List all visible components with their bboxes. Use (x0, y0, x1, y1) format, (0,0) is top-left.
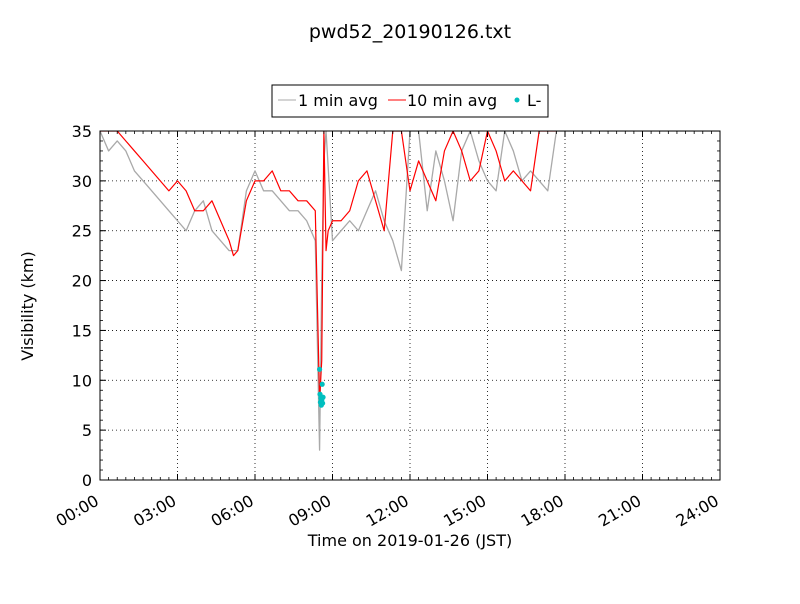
legend-marker-l (514, 97, 520, 103)
series-10min-line (100, 131, 557, 401)
series-l-point (320, 400, 326, 406)
y-tick-label: 15 (72, 321, 92, 340)
plot-area (100, 131, 720, 451)
legend-label-10min: 10 min avg (407, 91, 497, 110)
y-tick-label: 0 (82, 471, 92, 490)
chart-title: pwd52_20190126.txt (309, 21, 511, 43)
y-tick-label: 5 (82, 421, 92, 440)
legend-label-1min: 1 min avg (298, 91, 378, 110)
y-axis-title: Visibility (km) (18, 251, 37, 360)
y-tick-label: 25 (72, 222, 92, 241)
series-l-point (320, 394, 326, 400)
grid (100, 131, 720, 480)
series-l-point (319, 381, 325, 387)
y-tick-labels: 0 5 10 15 20 25 30 35 (72, 122, 92, 490)
series-l-point (316, 366, 323, 372)
y-tick-label: 20 (72, 272, 92, 291)
x-axis-title: Time on 2019-01-26 (JST) (307, 531, 512, 550)
ticks (99, 130, 721, 481)
y-tick-label: 30 (72, 172, 92, 191)
y-tick-label: 10 (72, 371, 92, 390)
y-tick-label: 35 (72, 122, 92, 141)
legend: 1 min avg 10 min avg L- (271, 84, 549, 118)
legend-label-l: L- (527, 91, 541, 110)
